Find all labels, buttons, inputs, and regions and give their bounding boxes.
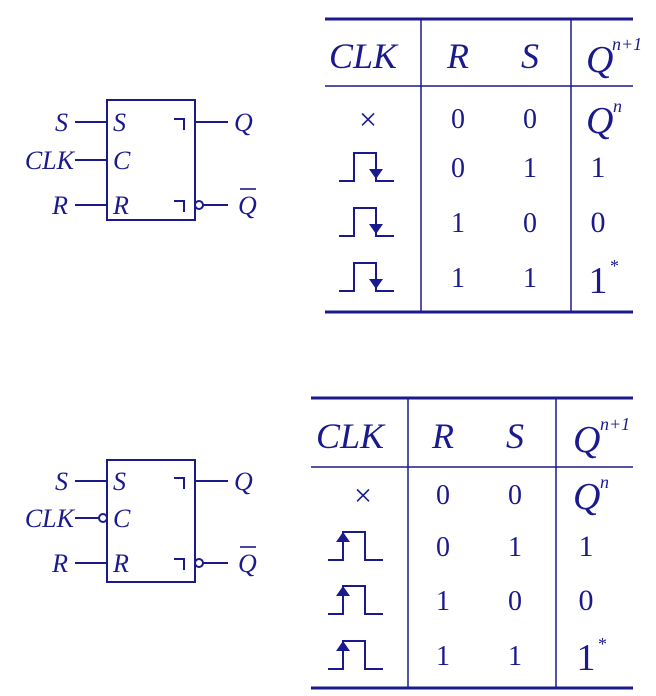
header-s: S (521, 36, 539, 76)
cell-q: 0 (579, 584, 594, 617)
header-clk: CLK (316, 416, 386, 456)
rising-edge-pulse-icon (327, 640, 384, 670)
header-r: R (446, 36, 469, 76)
postponed-output-mark (174, 200, 185, 212)
cell-s: 1 (508, 641, 522, 672)
cell-s: 0 (523, 208, 537, 239)
rising-edge-pulse-icon (327, 585, 384, 615)
output-label-q: Q (234, 467, 253, 496)
cell-q-superscript: * (610, 256, 619, 276)
cell-s: 0 (523, 104, 537, 135)
falling-edge-pulse-icon (338, 152, 395, 182)
rising-edge-pulse-icon (327, 531, 384, 561)
truth-table-falling: CLK R S Q n+1 × 0 0 Q n 0 1 1 1 0 0 1 1 … (325, 17, 642, 314)
falling-edge-pulse-icon (338, 262, 395, 292)
cell-s: 1 (508, 532, 522, 563)
pin-label-s: S (113, 108, 126, 137)
header-q-superscript: n+1 (600, 414, 630, 434)
header-clk: CLK (329, 36, 399, 76)
output-inversion-bubble (194, 200, 204, 210)
input-label-r: R (51, 549, 68, 578)
header-q: Q (573, 419, 600, 461)
cell-s: 0 (508, 480, 522, 511)
cell-r: 1 (436, 641, 450, 672)
cell-q: 1 (579, 530, 594, 563)
postponed-output-mark (174, 118, 185, 130)
cell-q-superscript: n (600, 472, 609, 492)
flipflop-symbol-rising: S CLK R S C R Q Q (25, 459, 257, 583)
cell-q: 1 (577, 637, 596, 679)
cell-r: 1 (436, 586, 450, 617)
pin-label-c: C (113, 504, 131, 533)
cell-clk-dontcare: × (359, 101, 377, 137)
flipflop-symbol-falling: S CLK R S C R Q Q (25, 99, 257, 221)
cell-s: 0 (508, 586, 522, 617)
output-label-q: Q (234, 108, 253, 137)
input-label-clk: CLK (25, 504, 76, 533)
cell-q: Q (573, 476, 600, 518)
pin-label-c: C (113, 146, 131, 175)
cell-q: 1 (591, 151, 606, 184)
pin-label-r: R (112, 549, 129, 578)
output-label-qbar: Q (238, 191, 257, 220)
cell-r: 0 (451, 104, 465, 135)
input-label-s: S (55, 467, 68, 496)
falling-edge-pulse-icon (338, 207, 395, 237)
header-r: R (431, 416, 454, 456)
pin-label-r: R (112, 191, 129, 220)
cell-s: 1 (523, 153, 537, 184)
input-label-r: R (51, 191, 68, 220)
header-q: Q (586, 39, 613, 81)
header-q-superscript: n+1 (612, 34, 642, 54)
cell-r: 0 (436, 532, 450, 563)
output-inversion-bubble (194, 558, 204, 568)
cell-r: 0 (436, 480, 450, 511)
input-label-s: S (55, 108, 68, 137)
cell-q: 1 (589, 260, 608, 302)
cell-q-superscript: * (598, 634, 607, 654)
cell-q: 0 (591, 206, 606, 239)
cell-r: 1 (451, 263, 465, 294)
header-s: S (506, 416, 524, 456)
input-label-clk: CLK (25, 146, 76, 175)
cell-q: Q (586, 100, 613, 142)
truth-table-rising: CLK R S Q n+1 × 0 0 Q n 0 1 1 1 0 0 1 1 … (311, 396, 633, 690)
output-label-qbar: Q (238, 549, 257, 578)
cell-r: 0 (451, 153, 465, 184)
postponed-output-mark (174, 477, 185, 489)
cell-q-superscript: n (613, 96, 622, 116)
cell-s: 1 (523, 263, 537, 294)
cell-r: 1 (451, 208, 465, 239)
postponed-output-mark (174, 558, 185, 570)
pin-label-s: S (113, 467, 126, 496)
clock-inversion-bubble (98, 513, 108, 523)
cell-clk-dontcare: × (354, 477, 372, 513)
